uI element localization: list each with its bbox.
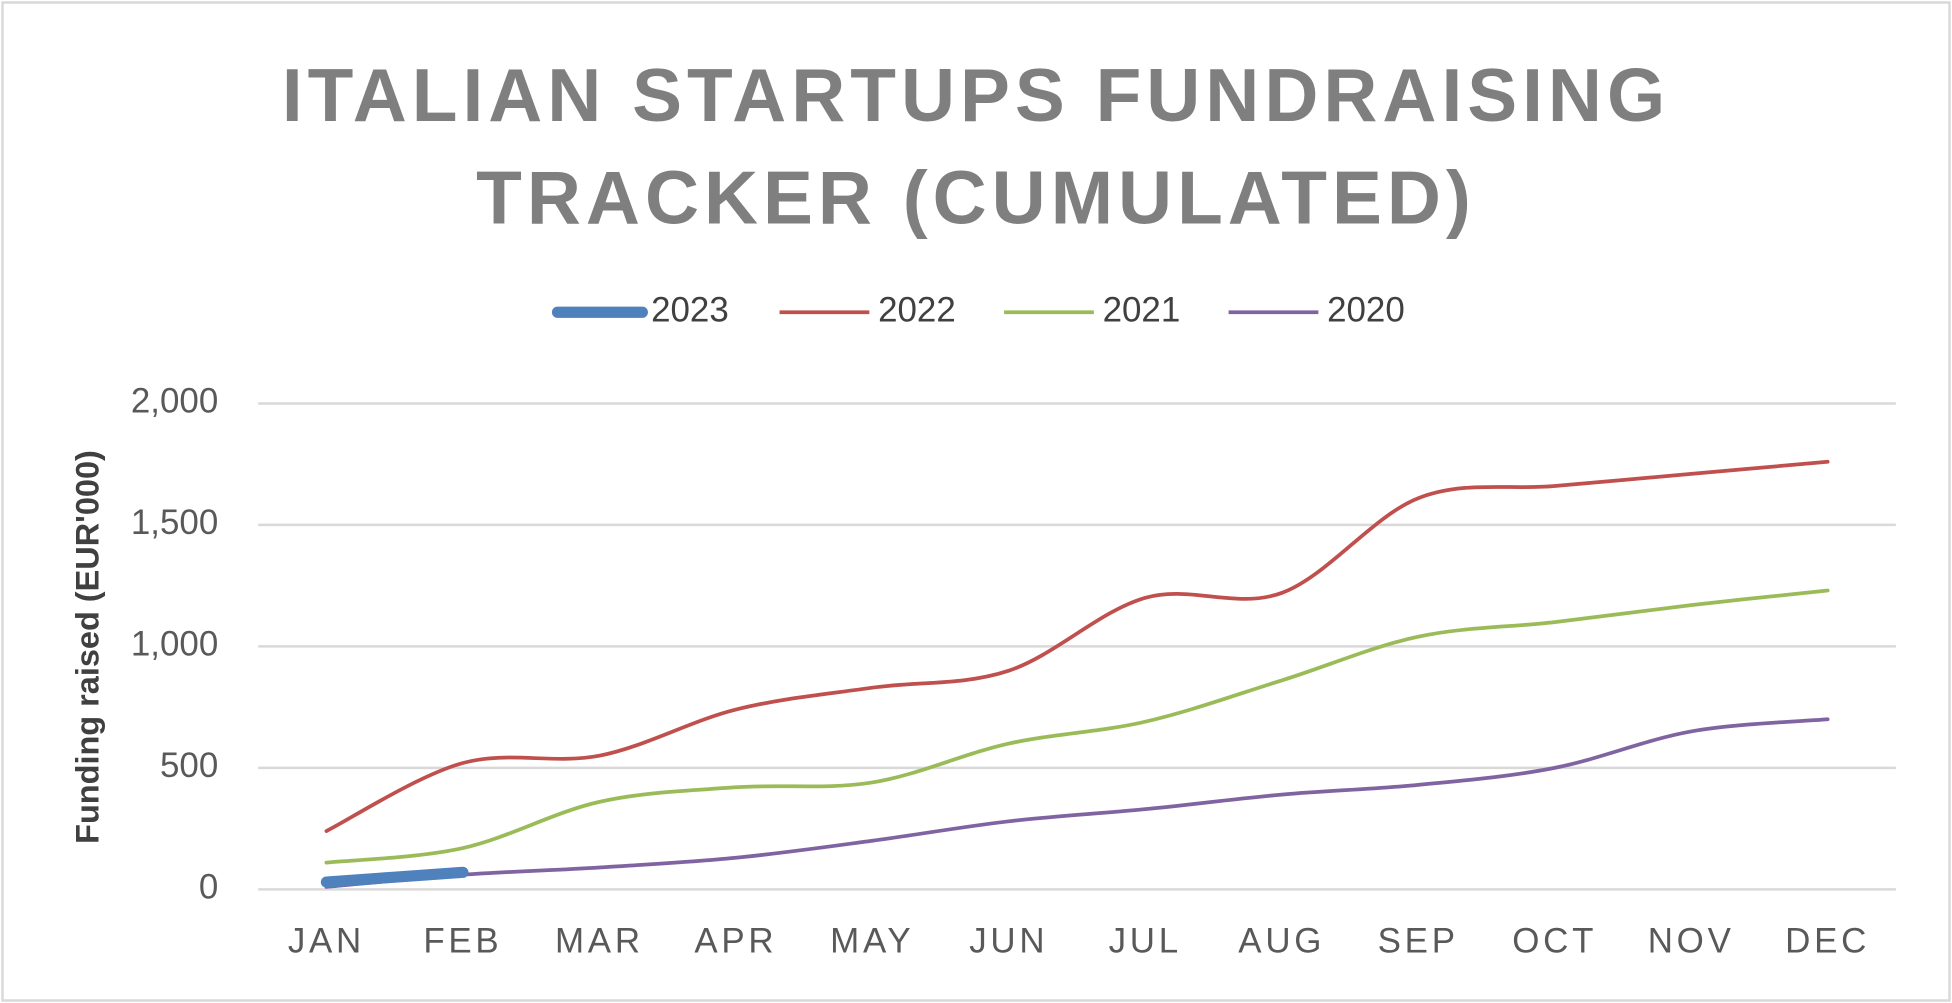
x-tick-label: JAN [288,921,365,960]
x-tick-label: JUL [1109,921,1182,960]
legend-label: 2020 [1327,290,1405,329]
legend-label: 2022 [878,290,956,329]
legend-label: 2021 [1103,290,1181,329]
x-tick-label: MAR [555,921,644,960]
x-tick-label: AUG [1238,921,1325,960]
x-tick-label: OCT [1512,921,1597,960]
series-line [324,588,1830,865]
y-tick-label: 0 [199,868,218,907]
y-tick-label: 1,000 [131,625,218,664]
chart-title: ITALIAN STARTUPS FUNDRAISING TRACKER (CU… [281,53,1671,240]
x-tick-label: SEP [1378,921,1459,960]
y-tick-label: 1,500 [131,503,218,542]
x-tick-label: NOV [1648,921,1735,960]
x-tick-label: JUN [969,921,1048,960]
series-line [324,459,1830,833]
y-tick-label: 2,000 [131,382,218,421]
series-line [324,717,1830,889]
y-tick-label: 500 [160,746,218,785]
x-tick-label: DEC [1785,921,1870,960]
x-tick-label: APR [694,921,777,960]
x-tick-label: MAY [830,921,914,960]
title-box: ITALIAN STARTUPS FUNDRAISING TRACKER (CU… [281,53,1671,240]
legend-label: 2023 [651,290,729,329]
x-tick-label: FEB [423,921,502,960]
series-line [320,866,469,888]
y-axis-label: Funding raised (EUR'000) [69,450,105,844]
